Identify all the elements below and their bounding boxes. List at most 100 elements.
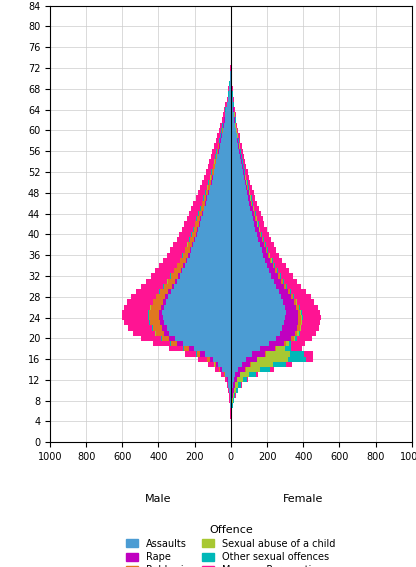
Bar: [171, 289, 231, 294]
Bar: [149, 315, 159, 320]
Bar: [244, 164, 246, 170]
Bar: [210, 185, 231, 190]
Bar: [172, 284, 174, 289]
Bar: [198, 190, 205, 196]
Bar: [297, 299, 314, 304]
Bar: [289, 341, 291, 346]
Bar: [141, 336, 161, 341]
Bar: [173, 242, 187, 247]
Bar: [223, 112, 225, 117]
Bar: [217, 133, 220, 138]
Bar: [231, 273, 271, 278]
Bar: [291, 341, 305, 346]
Bar: [227, 96, 228, 102]
Bar: [285, 315, 298, 320]
Bar: [271, 273, 278, 278]
Bar: [215, 159, 216, 164]
Bar: [278, 268, 290, 273]
Bar: [213, 357, 231, 362]
Bar: [215, 367, 219, 372]
Bar: [299, 331, 300, 336]
Bar: [164, 331, 169, 336]
Bar: [259, 221, 264, 227]
Bar: [270, 367, 274, 372]
Bar: [213, 164, 215, 170]
Bar: [290, 289, 291, 294]
Bar: [215, 362, 216, 367]
Bar: [203, 211, 231, 216]
Bar: [230, 71, 231, 76]
Bar: [237, 128, 238, 133]
Bar: [164, 284, 172, 289]
Bar: [301, 325, 302, 331]
Bar: [287, 284, 302, 289]
Bar: [251, 362, 273, 367]
Bar: [207, 357, 210, 362]
Bar: [241, 149, 243, 154]
Bar: [191, 232, 192, 237]
Bar: [238, 133, 240, 138]
Bar: [235, 112, 236, 117]
Bar: [283, 278, 284, 284]
Bar: [230, 393, 231, 398]
Bar: [262, 247, 266, 252]
Bar: [205, 190, 206, 196]
Bar: [260, 227, 267, 232]
Bar: [253, 201, 257, 206]
Bar: [231, 252, 263, 258]
Bar: [241, 154, 242, 159]
Bar: [285, 346, 291, 352]
Bar: [301, 315, 302, 320]
Bar: [255, 227, 259, 232]
Bar: [154, 299, 163, 304]
Bar: [186, 352, 196, 357]
Bar: [171, 341, 178, 346]
Bar: [300, 331, 316, 336]
Bar: [259, 227, 260, 232]
Bar: [225, 377, 227, 383]
Bar: [229, 393, 230, 398]
Bar: [266, 242, 274, 247]
Bar: [291, 346, 302, 352]
Bar: [286, 341, 289, 346]
Bar: [240, 149, 241, 154]
Bar: [127, 299, 153, 304]
Bar: [276, 336, 291, 341]
Bar: [174, 268, 181, 273]
Bar: [207, 196, 231, 201]
Bar: [196, 221, 199, 227]
Bar: [228, 383, 231, 388]
Bar: [151, 304, 161, 310]
Bar: [212, 180, 231, 185]
Bar: [209, 190, 231, 196]
Bar: [148, 310, 149, 315]
Bar: [216, 154, 217, 159]
Bar: [156, 331, 164, 336]
Bar: [209, 159, 214, 164]
Bar: [250, 196, 251, 201]
Bar: [231, 96, 233, 102]
Bar: [204, 175, 210, 180]
Bar: [228, 96, 231, 102]
Bar: [287, 362, 292, 367]
Legend: Assaults, Rape, Robberies, Sexual abuse of a child, Other sexual offences, Menac: Assaults, Rape, Robberies, Sexual abuse …: [123, 521, 339, 567]
Bar: [250, 190, 254, 196]
Bar: [231, 201, 249, 206]
Bar: [222, 133, 231, 138]
Bar: [295, 336, 297, 341]
Bar: [200, 216, 201, 221]
Bar: [280, 331, 295, 336]
Bar: [231, 258, 265, 263]
Bar: [246, 180, 247, 185]
Bar: [199, 211, 202, 216]
Bar: [302, 325, 319, 331]
Bar: [216, 138, 219, 143]
Bar: [269, 252, 270, 258]
Bar: [231, 242, 260, 247]
Bar: [233, 383, 235, 388]
Bar: [204, 206, 231, 211]
Bar: [200, 185, 207, 190]
Bar: [196, 232, 197, 237]
Bar: [238, 383, 241, 388]
Bar: [249, 201, 251, 206]
